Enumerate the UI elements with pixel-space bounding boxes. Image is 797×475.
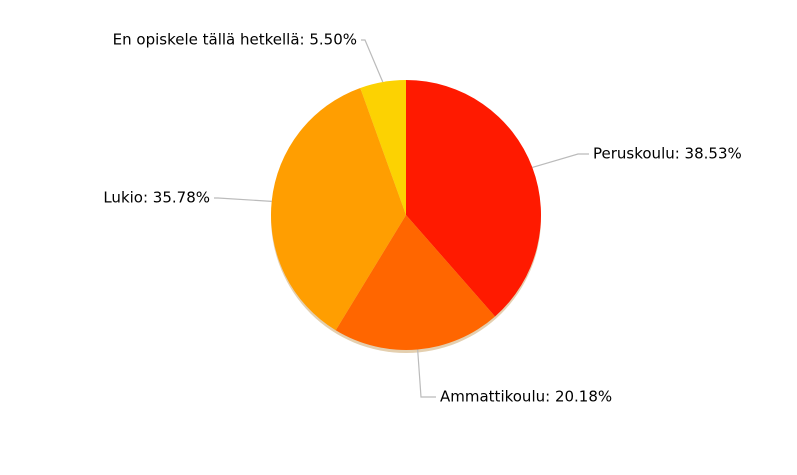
leader-line	[214, 197, 272, 202]
leader-line	[361, 39, 384, 83]
slice-label: Ammattikoulu: 20.18%	[440, 388, 612, 406]
pie-slice	[360, 80, 406, 215]
slice-label: Peruskoulu: 38.53%	[593, 145, 742, 163]
pie-slice	[406, 80, 541, 317]
leader-line	[532, 153, 589, 168]
slice-label: Lukio: 35.78%	[103, 189, 210, 207]
leader-line	[417, 349, 436, 398]
slice-label: En opiskele tällä hetkellä: 5.50%	[113, 31, 357, 49]
pie-slice	[335, 215, 496, 350]
pie-slice	[270, 87, 406, 331]
